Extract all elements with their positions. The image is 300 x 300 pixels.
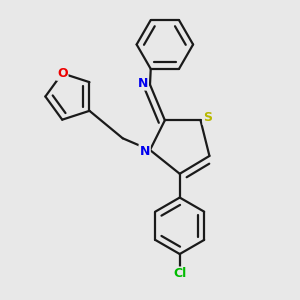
Text: N: N xyxy=(140,145,150,158)
Text: N: N xyxy=(137,76,148,90)
Text: S: S xyxy=(203,111,212,124)
Text: O: O xyxy=(57,67,68,80)
Text: Cl: Cl xyxy=(173,267,186,280)
